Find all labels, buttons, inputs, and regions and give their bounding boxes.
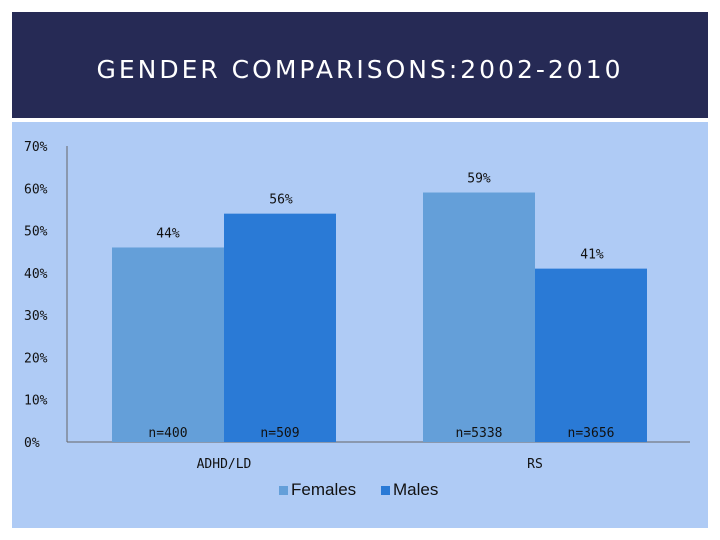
bar-females-0 <box>112 247 224 442</box>
bar-females-1 <box>423 192 535 442</box>
chart-title: GENDER COMPARISONS:2002-2010 <box>96 55 624 84</box>
title-bar: GENDER COMPARISONS:2002-2010 <box>12 12 708 118</box>
legend-swatch-females <box>279 486 288 495</box>
y-tick-label: 50% <box>24 225 48 240</box>
data-label: 59% <box>467 172 491 187</box>
n-label: n=3656 <box>568 426 615 441</box>
legend-swatch-males <box>381 486 390 495</box>
y-tick-label: 30% <box>24 309 48 324</box>
legend-label-females: Females <box>291 480 356 499</box>
y-tick-label: 10% <box>24 394 48 409</box>
y-tick-label: 60% <box>24 182 48 197</box>
n-label: n=5338 <box>456 426 503 441</box>
y-tick-label: 0% <box>24 436 40 451</box>
category-label: RS <box>527 457 543 472</box>
data-label: 41% <box>580 248 604 263</box>
y-tick-label: 40% <box>24 267 48 282</box>
bar-males-0 <box>224 213 336 442</box>
category-label: ADHD/LD <box>197 457 252 472</box>
n-label: n=400 <box>148 426 187 441</box>
data-label: 56% <box>269 193 293 208</box>
y-tick-label: 70% <box>24 140 48 155</box>
legend-label-males: Males <box>393 480 438 499</box>
data-label: 44% <box>156 226 180 241</box>
bar-males-1 <box>535 268 647 442</box>
n-label: n=509 <box>260 426 299 441</box>
y-tick-label: 20% <box>24 351 48 366</box>
